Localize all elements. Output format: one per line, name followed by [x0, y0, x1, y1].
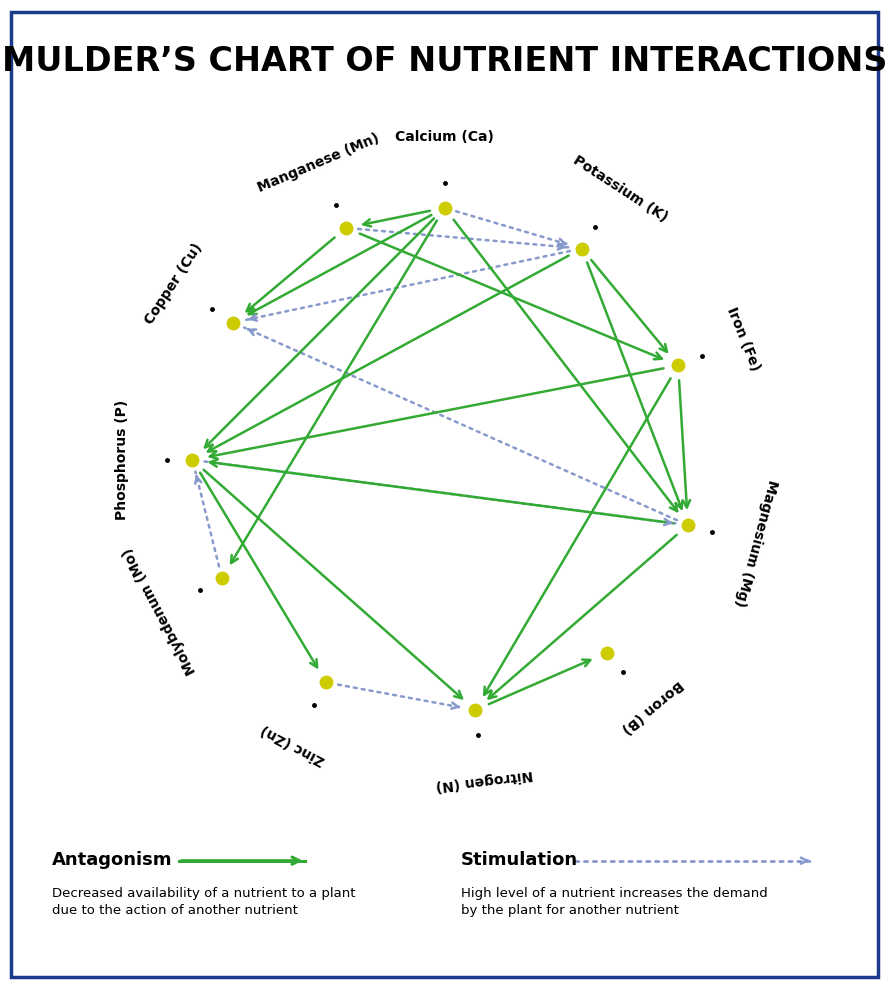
Text: Magnesium (Mg): Magnesium (Mg): [733, 479, 780, 608]
Text: Nitrogen (N): Nitrogen (N): [435, 767, 533, 793]
Text: Decreased availability of a nutrient to a plant
due to the action of another nut: Decreased availability of a nutrient to …: [52, 887, 356, 918]
Text: Potassium (K): Potassium (K): [571, 153, 670, 225]
Text: Boron (B): Boron (B): [619, 677, 685, 737]
Text: Manganese (Mn): Manganese (Mn): [255, 131, 381, 195]
Text: High level of a nutrient increases the demand
by the plant for another nutrient: High level of a nutrient increases the d…: [461, 887, 767, 918]
Text: Calcium (Ca): Calcium (Ca): [395, 131, 494, 144]
Text: Phosphorus (P): Phosphorus (P): [115, 400, 129, 520]
Text: Molybdenum (Mo): Molybdenum (Mo): [120, 546, 199, 677]
Text: Copper (Cu): Copper (Cu): [142, 241, 205, 327]
Text: MULDER’S CHART OF NUTRIENT INTERACTIONS: MULDER’S CHART OF NUTRIENT INTERACTIONS: [2, 45, 887, 77]
Text: Zinc (Zn): Zinc (Zn): [259, 722, 327, 767]
Text: Iron (Fe): Iron (Fe): [725, 305, 763, 373]
Text: Stimulation: Stimulation: [461, 852, 578, 869]
Text: Antagonism: Antagonism: [52, 852, 172, 869]
